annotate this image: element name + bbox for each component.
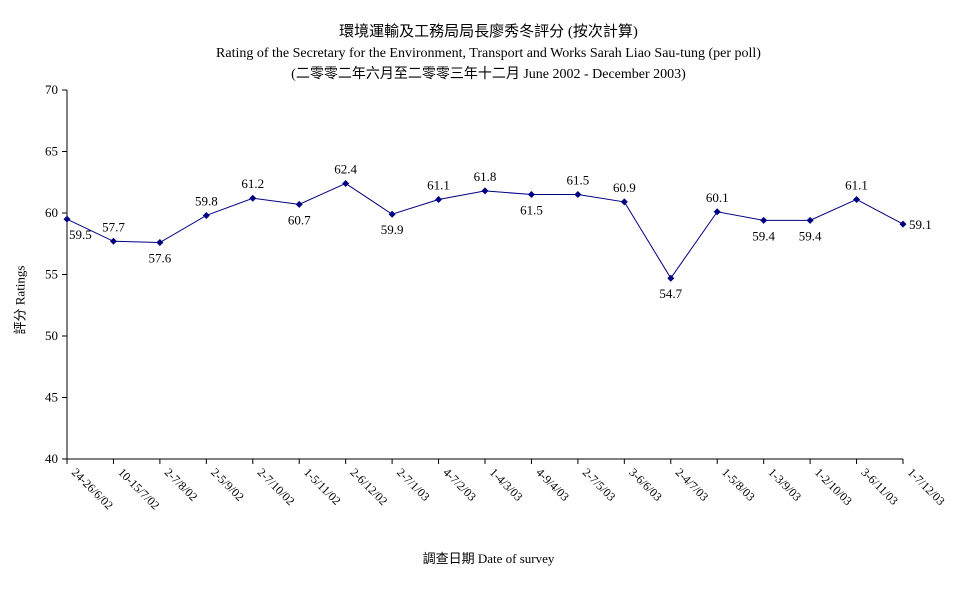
data-point-marker — [202, 211, 210, 219]
x-tick-label: 3-6/11/03 — [858, 465, 901, 508]
data-point-marker — [760, 216, 768, 224]
x-tick-label: 10-15/7/02 — [115, 465, 162, 512]
x-tick-label: 1-7/12/03 — [905, 465, 948, 508]
chart-subtitle-period: (二零零二年六月至二零零三年十二月 June 2002 - December 2… — [291, 67, 686, 82]
x-tick-label: 1-5/11/02 — [301, 465, 344, 508]
y-tick-label: 50 — [45, 328, 58, 343]
x-tick-label: 3-6/6/03 — [626, 465, 665, 504]
x-tick-label: 2-7/1/03 — [394, 465, 433, 504]
data-label: 59.9 — [381, 222, 404, 237]
data-point-marker — [620, 198, 628, 206]
x-tick-label: 24-26/6/02 — [69, 465, 116, 512]
x-tick-label: 1-4/3/03 — [487, 465, 526, 504]
x-tick-label: 1-3/9/03 — [766, 465, 805, 504]
y-tick-label: 55 — [45, 267, 58, 282]
data-label: 61.1 — [427, 177, 450, 192]
data-point-marker — [806, 216, 814, 224]
y-axis-label: 評分 Ratings — [12, 265, 28, 335]
y-tick-label: 60 — [45, 205, 58, 220]
data-label: 61.2 — [241, 176, 264, 191]
data-point-marker — [295, 200, 303, 208]
y-tick-label: 40 — [45, 451, 58, 466]
x-tick-label: 1-5/8/03 — [719, 465, 758, 504]
x-tick-label: 2-7/5/03 — [580, 465, 619, 504]
data-point-marker — [342, 179, 350, 187]
y-axis-label-wrap: 評分 Ratings — [8, 200, 30, 400]
y-axis-ticks: 40 45 50 55 60 65 70 — [45, 82, 67, 466]
data-label: 60.7 — [288, 212, 311, 227]
data-label: 61.5 — [520, 203, 543, 218]
data-label: 60.9 — [613, 180, 636, 195]
data-label: 57.6 — [149, 251, 172, 266]
data-point-marker — [435, 195, 443, 203]
data-point-marker — [527, 191, 535, 199]
data-point-marker — [899, 220, 907, 228]
data-label: 59.5 — [69, 227, 92, 242]
data-label: 61.8 — [474, 169, 497, 184]
chart-title: 環境運輸及工務局局長廖秀冬評分 (按次計算) — [339, 24, 638, 40]
data-label: 62.4 — [334, 161, 357, 176]
data-point-marker — [249, 194, 257, 202]
x-tick-label: 2-5/9/02 — [208, 465, 247, 504]
y-tick-label: 45 — [45, 390, 58, 405]
series-layer: 59.5 57.7 57.6 59.8 61.2 60.7 62.4 59.9 61.1 61.8… — [63, 161, 932, 301]
data-label: 59.8 — [195, 193, 218, 208]
x-tick-label: 1-2/10/03 — [812, 465, 855, 508]
data-label: 61.5 — [567, 173, 590, 188]
x-tick-label: 4-7/2/03 — [440, 465, 479, 504]
x-tick-label: 2-4/7/03 — [673, 465, 712, 504]
chart-title-block: 環境運輸及工務局局長廖秀冬評分 (按次計算) Rating of the Sec… — [0, 22, 977, 85]
x-tick-label: 4-9/4/03 — [533, 465, 572, 504]
data-point-marker — [667, 274, 675, 282]
data-label: 59.1 — [909, 217, 932, 232]
x-tick-label: 2-7/8/02 — [162, 465, 201, 504]
data-label: 54.7 — [659, 286, 682, 301]
y-tick-label: 65 — [45, 144, 58, 159]
data-point-marker — [713, 208, 721, 216]
data-point-marker — [574, 191, 582, 199]
data-point-marker — [109, 237, 117, 245]
chart-axes — [66, 90, 903, 460]
x-tick-label: 2-7/10/02 — [255, 465, 298, 508]
data-label: 60.1 — [706, 190, 729, 205]
data-label: 61.1 — [845, 177, 868, 192]
data-point-marker — [388, 210, 396, 218]
chart-subtitle: Rating of the Secretary for the Environm… — [216, 46, 761, 61]
data-label: 59.4 — [799, 228, 822, 243]
data-point-marker — [481, 187, 489, 195]
data-label: 59.4 — [752, 228, 775, 243]
data-point-marker — [156, 239, 164, 247]
x-axis-ticks: 24-26/6/02 10-15/7/02 2-7/8/02 2-5/9/02 2-7/… — [66, 459, 948, 512]
data-label: 57.7 — [102, 219, 125, 234]
x-tick-label: 2-6/12/02 — [348, 465, 391, 508]
data-point-marker — [853, 195, 861, 203]
x-axis-label: 調查日期 Date of survey — [422, 551, 555, 566]
series-line — [66, 182, 904, 280]
y-tick-label: 70 — [45, 82, 58, 97]
data-point-marker — [63, 215, 71, 223]
